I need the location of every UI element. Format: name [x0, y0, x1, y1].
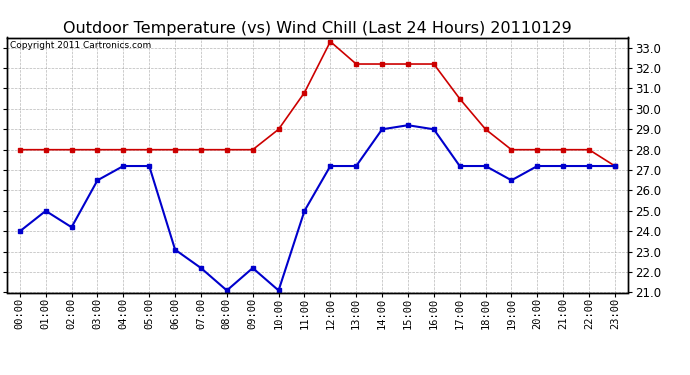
Title: Outdoor Temperature (vs) Wind Chill (Last 24 Hours) 20110129: Outdoor Temperature (vs) Wind Chill (Las… [63, 21, 572, 36]
Text: Copyright 2011 Cartronics.com: Copyright 2011 Cartronics.com [10, 41, 151, 50]
